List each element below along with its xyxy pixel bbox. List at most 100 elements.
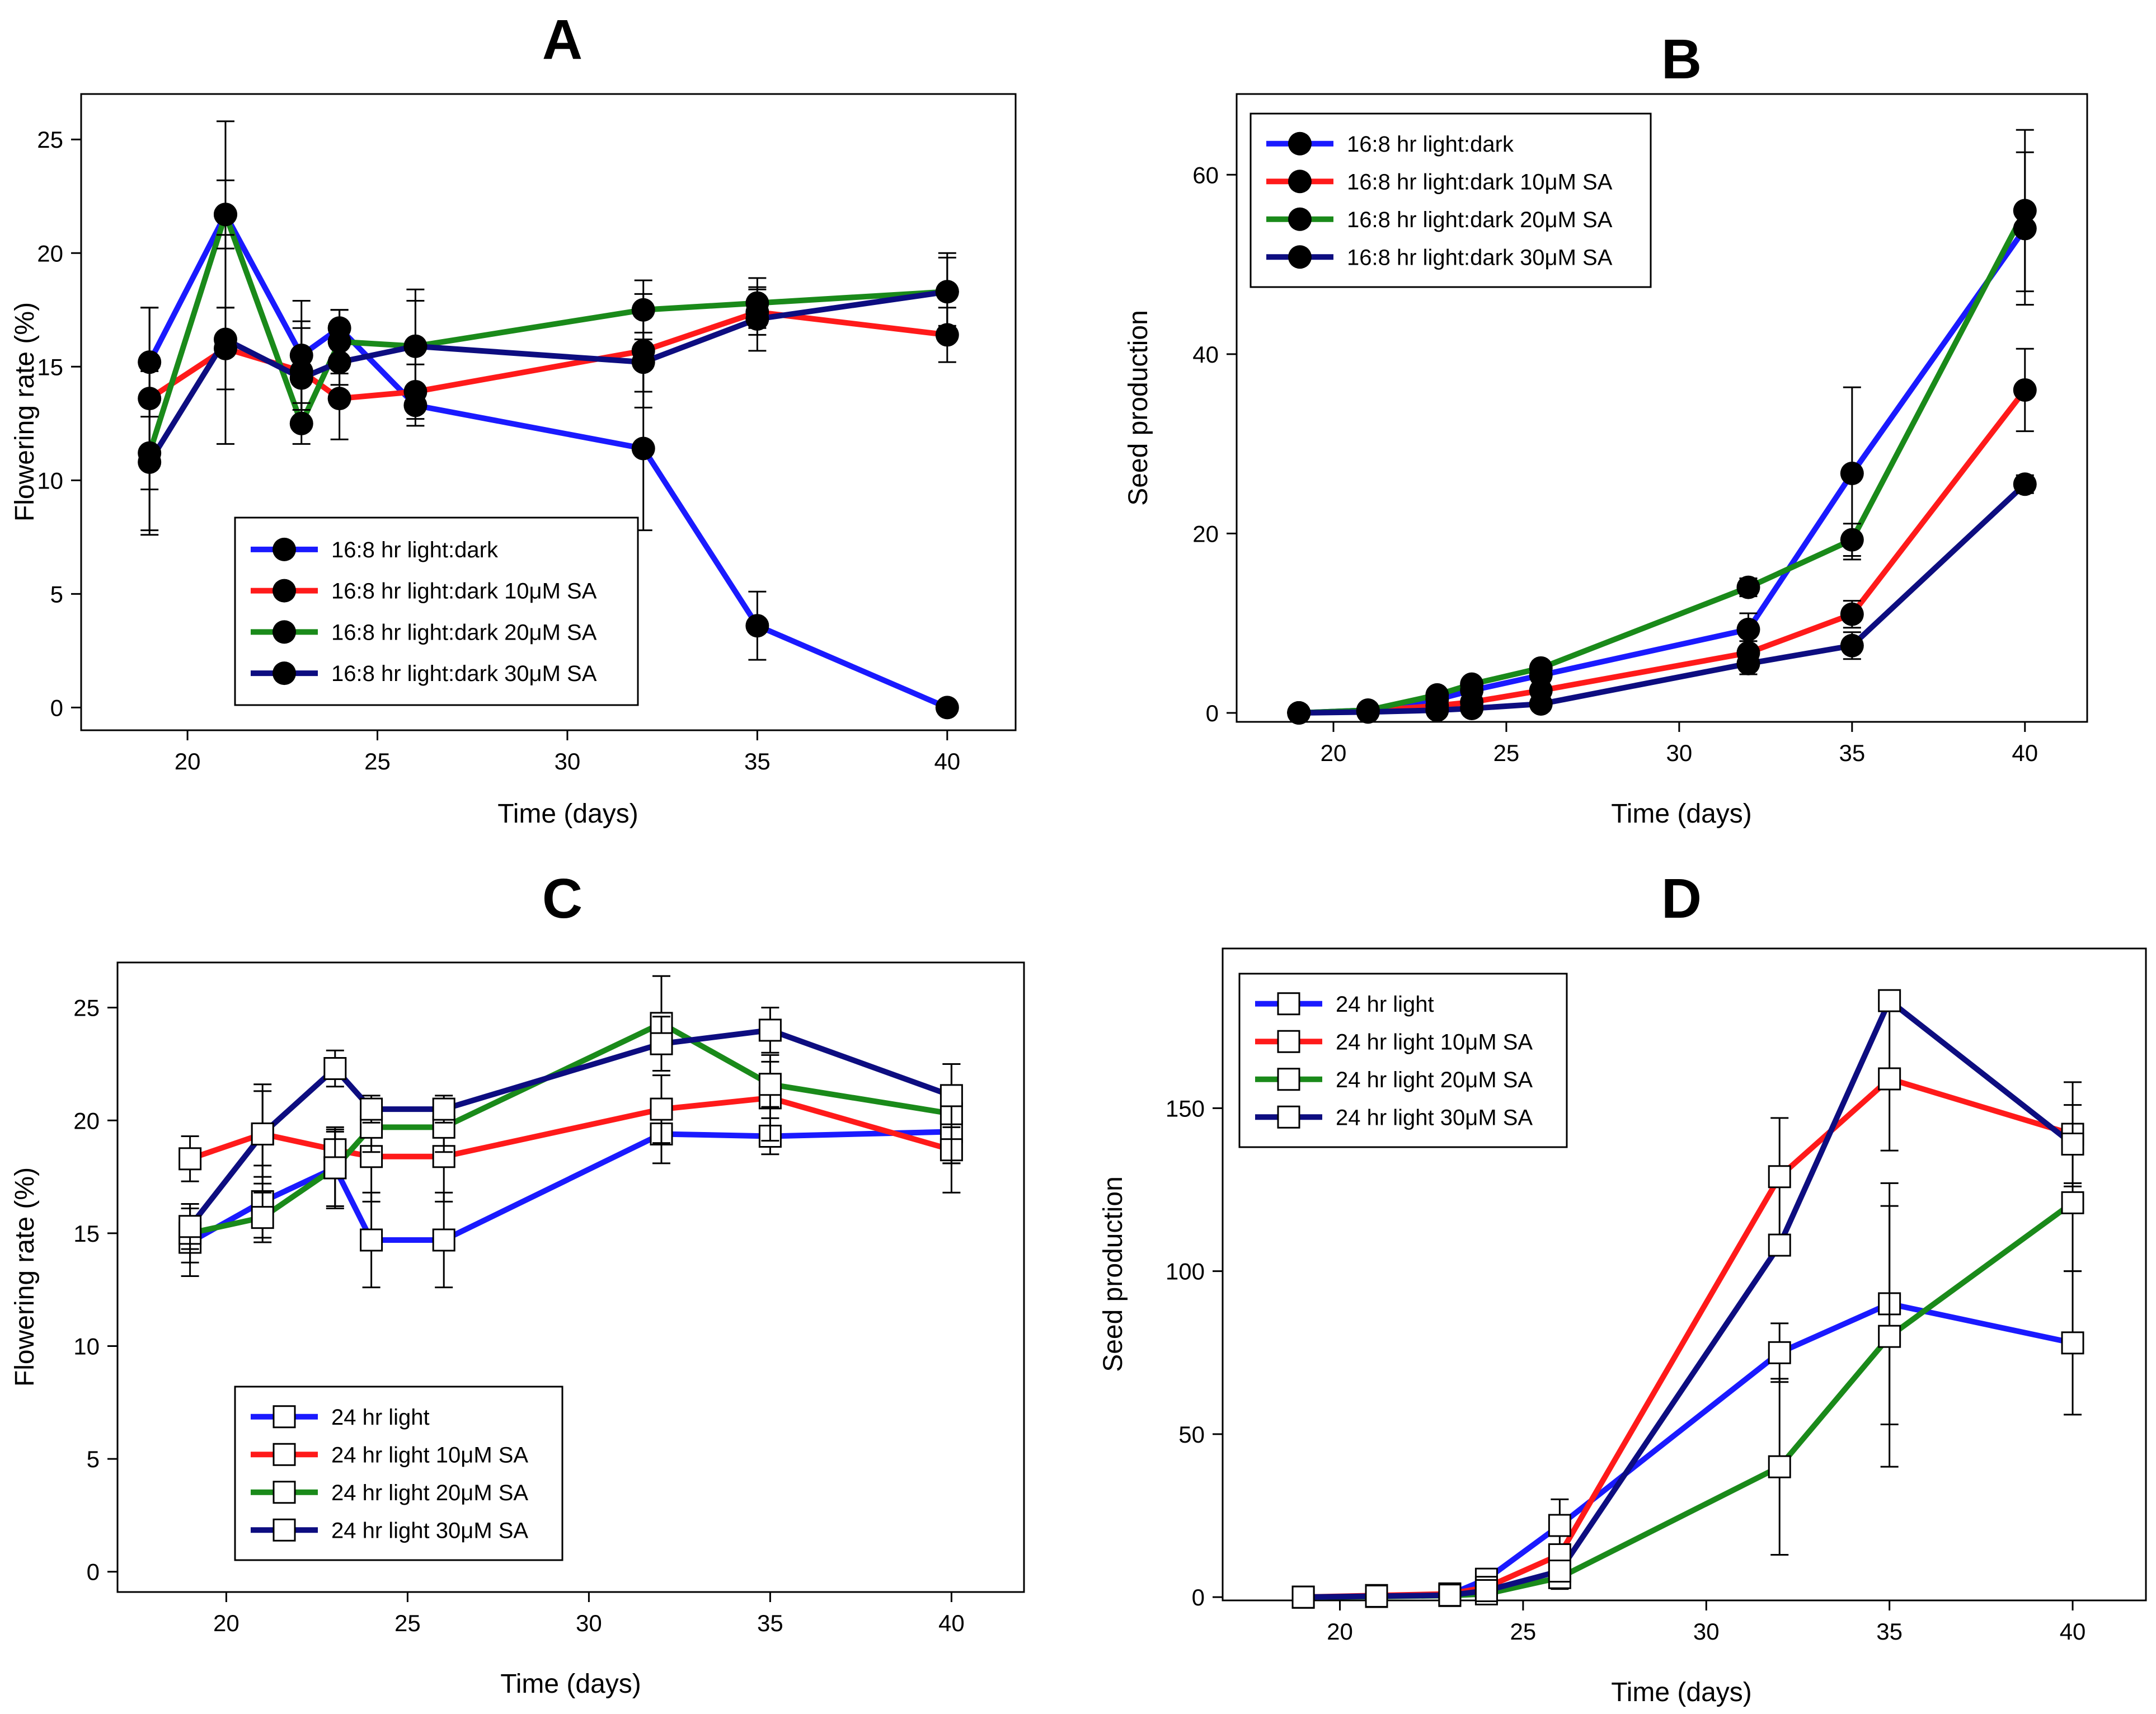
data-point bbox=[1460, 696, 1484, 720]
x-axis-label: Time (days) bbox=[1611, 1678, 1752, 1707]
series-line bbox=[1296, 226, 2028, 716]
panel-title: C bbox=[542, 867, 583, 930]
data-point bbox=[1736, 617, 1760, 641]
plot-frame bbox=[116, 961, 1025, 1593]
series-1 bbox=[1296, 226, 2028, 716]
data-point bbox=[1460, 672, 1484, 696]
legend-label: 16:8 hr light:dark 20μM SA bbox=[331, 620, 597, 645]
x-tick-label: 20 bbox=[213, 1610, 239, 1636]
data-point bbox=[1548, 1560, 1571, 1583]
y-tick-label: 150 bbox=[1166, 1095, 1205, 1121]
panel-title: A bbox=[542, 8, 583, 71]
data-point bbox=[213, 203, 237, 227]
legend-label: 24 hr light bbox=[1336, 992, 1434, 1017]
series-markers-3 bbox=[1291, 1133, 2084, 1609]
legend-marker bbox=[273, 579, 296, 603]
legend: 24 hr light 24 hr light 10μM SA 24 hr ligh… bbox=[1238, 973, 1568, 1148]
series-markers-4 bbox=[1287, 472, 2037, 725]
data-point bbox=[289, 366, 313, 390]
y-tick-label: 100 bbox=[1166, 1259, 1205, 1285]
y-tick-label: 10 bbox=[37, 467, 63, 494]
y-tick-label: 25 bbox=[37, 126, 63, 153]
series-3 bbox=[1300, 1200, 2076, 1600]
legend: 24 hr light 24 hr light 10μM SA 24 hr ligh… bbox=[234, 1386, 563, 1561]
data-point bbox=[1736, 575, 1760, 599]
x-tick-label: 35 bbox=[1876, 1618, 1903, 1645]
data-point bbox=[1736, 651, 1760, 675]
y-tick-label: 20 bbox=[1192, 520, 1219, 547]
y-axis-label: Flowering rate (%) bbox=[10, 1167, 40, 1387]
data-point bbox=[935, 696, 959, 720]
data-point bbox=[138, 450, 162, 474]
data-point bbox=[2013, 378, 2037, 402]
series-line bbox=[1300, 998, 2076, 1600]
y-tick-label: 0 bbox=[87, 1559, 100, 1585]
series-line bbox=[1296, 481, 2028, 716]
y-tick-label: 15 bbox=[73, 1220, 100, 1247]
data-point bbox=[403, 334, 428, 358]
legend-label: 16:8 hr light:dark 30μM SA bbox=[331, 661, 597, 686]
data-point bbox=[327, 387, 351, 411]
legend-marker bbox=[273, 620, 296, 644]
y-axis-label: Seed production bbox=[1124, 310, 1153, 506]
series-2 bbox=[187, 1095, 955, 1162]
data-point bbox=[432, 1228, 455, 1252]
series-4 bbox=[1296, 481, 2028, 716]
data-point bbox=[1768, 1233, 1791, 1257]
data-point bbox=[1356, 700, 1380, 724]
series-line bbox=[187, 1129, 955, 1245]
legend-label: 24 hr light 10μM SA bbox=[1336, 1030, 1533, 1054]
x-tick-label: 40 bbox=[938, 1610, 965, 1636]
series-line bbox=[1296, 208, 2028, 716]
data-point bbox=[2013, 472, 2037, 496]
data-point bbox=[1768, 1341, 1791, 1364]
data-point bbox=[2061, 1191, 2084, 1214]
y-tick-label: 25 bbox=[73, 995, 100, 1021]
series-line bbox=[1300, 1200, 2076, 1600]
series-markers-3 bbox=[138, 120, 959, 536]
x-tick-label: 20 bbox=[1327, 1618, 1353, 1645]
data-point bbox=[323, 1156, 347, 1180]
series-1 bbox=[147, 212, 950, 711]
series-2 bbox=[147, 309, 950, 402]
series-4 bbox=[147, 289, 950, 465]
y-tick-label: 60 bbox=[1192, 162, 1219, 188]
series-1 bbox=[1300, 1300, 2076, 1600]
legend-label: 16:8 hr light:dark bbox=[331, 538, 499, 562]
legend-marker bbox=[1277, 1105, 1300, 1129]
x-tick-label: 35 bbox=[744, 748, 771, 774]
legend-marker bbox=[1277, 1068, 1300, 1091]
data-point bbox=[179, 1215, 202, 1238]
series-1 bbox=[187, 1129, 955, 1245]
legend-marker bbox=[1288, 207, 1312, 231]
data-point bbox=[631, 350, 655, 374]
legend: 16:8 hr light:dark 16:8 hr light:dark 10μ… bbox=[1250, 112, 1652, 288]
y-axis-label: Flowering rate (%) bbox=[10, 302, 40, 522]
panel-a: A 20 25 30 35 40 0 5 10 15 20 25 Time (days) Flowerin… bbox=[10, 8, 1017, 829]
legend-label: 16:8 hr light:dark 30μM SA bbox=[1347, 245, 1613, 270]
data-point bbox=[1474, 1579, 1498, 1603]
data-point bbox=[1529, 692, 1553, 716]
data-point bbox=[745, 614, 769, 638]
data-point bbox=[360, 1097, 383, 1121]
x-tick-label: 40 bbox=[934, 748, 960, 774]
y-tick-label: 0 bbox=[50, 694, 63, 721]
data-point bbox=[1840, 528, 1864, 552]
legend-marker bbox=[273, 661, 296, 685]
data-point bbox=[1548, 1514, 1571, 1537]
data-point bbox=[251, 1206, 274, 1229]
data-point bbox=[2061, 1133, 2084, 1156]
data-point bbox=[1840, 633, 1864, 658]
series-line bbox=[1300, 1300, 2076, 1600]
legend-marker bbox=[1288, 170, 1312, 194]
series-markers-4 bbox=[179, 1007, 963, 1250]
legend-label: 24 hr light 20μM SA bbox=[331, 1481, 528, 1505]
data-point bbox=[2013, 199, 2037, 223]
data-point bbox=[1365, 1584, 1388, 1608]
legend-marker bbox=[273, 1518, 296, 1542]
y-tick-label: 5 bbox=[50, 581, 63, 607]
data-point bbox=[323, 1057, 347, 1081]
x-tick-label: 40 bbox=[2060, 1618, 2086, 1645]
series-line bbox=[1300, 1076, 2076, 1600]
series-3 bbox=[187, 1020, 955, 1236]
